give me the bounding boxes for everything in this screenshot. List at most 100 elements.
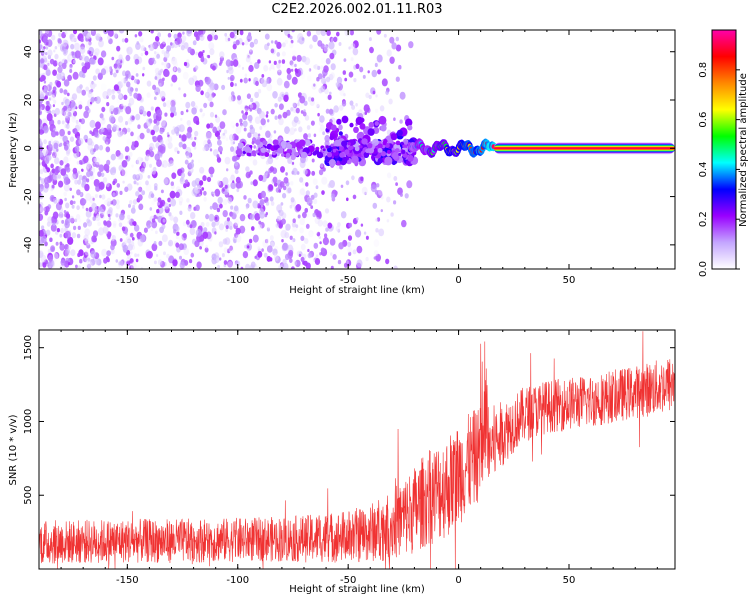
spectrogram-noise-blob [229,31,235,39]
spectrogram-noise-blob [278,189,282,193]
spectrogram-noise-blob [329,52,335,60]
spectrogram-noise-blob [291,63,295,68]
spectrogram-noise-blob [135,87,138,92]
spectrogram-noise-blob [43,125,49,133]
spectrogram-noise-blob [317,40,323,47]
spectrogram-noise-blob [184,179,189,185]
spectrogram-noise-blob [265,165,269,171]
spectrogram-noise-blob [61,31,66,39]
spectrogram-noise-blob [78,104,83,110]
spectrogram-noise-blob [376,54,383,63]
snr-x-tick-label: -50 [340,575,356,586]
spectrogram-onset-blob [349,122,354,128]
spectrogram-noise-blob [115,150,121,157]
spectrogram-noise-blob [241,42,245,46]
spectrogram-noise-blob [296,54,302,62]
spectrogram-noise-blob [119,238,123,242]
spectrogram-noise-blob [212,126,218,134]
spectrogram-noise-blob [265,114,269,118]
spectrogram-noise-blob [135,174,141,181]
spectrogram-noise-blob [282,242,289,251]
spectrogram-noise-blob [54,157,59,165]
spectrogram-noise-blob [320,30,327,37]
spectrogram-noise-blob [222,132,225,136]
spectrogram-noise-blob [319,115,325,123]
spectrogram-noise-blob [178,196,184,204]
spectrogram-noise-blob [292,107,297,114]
spectrogram-noise-blob [47,62,50,66]
spectrogram-noise-blob [143,160,149,168]
spectrogram-noise-blob [125,106,132,115]
spectrogram-noise-blob [309,44,313,49]
spectrogram-noise-blob [106,197,112,205]
spectrogram-noise-blob [301,37,305,41]
spectrogram-noise-blob [375,228,379,233]
spectrogram-noise-blob [125,81,131,88]
spectrogram-noise-blob [267,119,270,123]
spectrogram-noise-blob [59,88,64,94]
spectrogram-noise-blob [175,235,179,240]
spectrogram-onset-blob [396,129,403,137]
spectrogram-noise-blob [292,238,296,243]
spectrogram-noise-blob [80,37,84,43]
colorbar-tick-label: 0.0 [698,261,709,277]
spectrogram-noise-blob [179,210,183,215]
spectrogram-band-blob [374,141,379,146]
spectrogram-noise-blob [45,91,49,97]
spectrogram-noise-blob [281,218,286,225]
spectrogram-noise-blob [276,63,281,69]
spectrogram-noise-blob [65,213,71,219]
spectrogram-noise-blob [285,186,292,194]
spectrogram-noise-blob [338,42,342,46]
spectrogram-y-tick-label: -20 [23,188,34,204]
spectrogram-noise-blob [260,118,266,126]
spectrogram-noise-blob [110,200,114,205]
spectrogram-noise-blob [122,180,125,184]
spectrogram-noise-blob [227,259,233,268]
spectrogram-noise-blob [168,203,171,208]
spectrogram-noise-blob [235,126,242,134]
spectrogram-noise-blob [265,238,270,244]
spectrogram-noise-blob [140,167,145,174]
spectrogram-noise-blob [134,34,138,38]
spectrogram-noise-blob [223,260,228,265]
spectrogram-noise-blob [74,218,78,223]
spectrogram-noise-blob [213,93,216,97]
spectrogram-noise-blob [95,214,101,221]
snr-marks [39,331,675,569]
spectrogram-noise-blob [140,38,144,43]
spectrogram-noise-blob [71,116,76,123]
spectrogram-noise-blob [274,182,278,187]
spectrogram-noise-blob [177,67,181,72]
spectrogram-noise-blob [140,52,144,57]
spectrogram-noise-blob [151,57,155,62]
spectrogram-noise-blob [170,98,177,107]
spectrogram-noise-blob [234,169,239,175]
spectrogram-noise-blob [259,199,265,206]
spectrogram-noise-blob [257,133,261,137]
spectrogram-noise-blob [100,172,105,178]
spectrogram-noise-blob [109,164,113,169]
spectrogram-noise-blob [72,71,79,80]
spectrogram-noise-blob [144,50,149,56]
spectrogram-noise-blob [263,65,269,72]
spectrogram-noise-blob [103,220,107,225]
spectrogram-noise-blob [153,214,157,219]
spectrogram-noise-blob [113,90,118,96]
spectrogram-noise-blob [232,59,239,67]
spectrogram-noise-blob [39,30,43,36]
spectrogram-noise-blob [235,260,241,267]
spectrogram-noise-blob [308,230,314,238]
spectrogram-band-blob [251,150,256,155]
spectrogram-noise-blob [199,180,204,186]
spectrogram-noise-blob [63,110,70,119]
spectrogram-noise-blob [179,255,182,260]
spectrogram-noise-blob [195,204,200,211]
spectrogram-noise-blob [50,223,57,232]
spectrogram-noise-blob [48,97,52,101]
spectrogram-noise-blob [350,43,356,50]
spectrogram-noise-blob [290,107,294,112]
spectrogram-noise-blob [91,58,96,65]
spectrogram-noise-blob [170,66,176,73]
spectrogram-noise-blob [172,66,178,73]
